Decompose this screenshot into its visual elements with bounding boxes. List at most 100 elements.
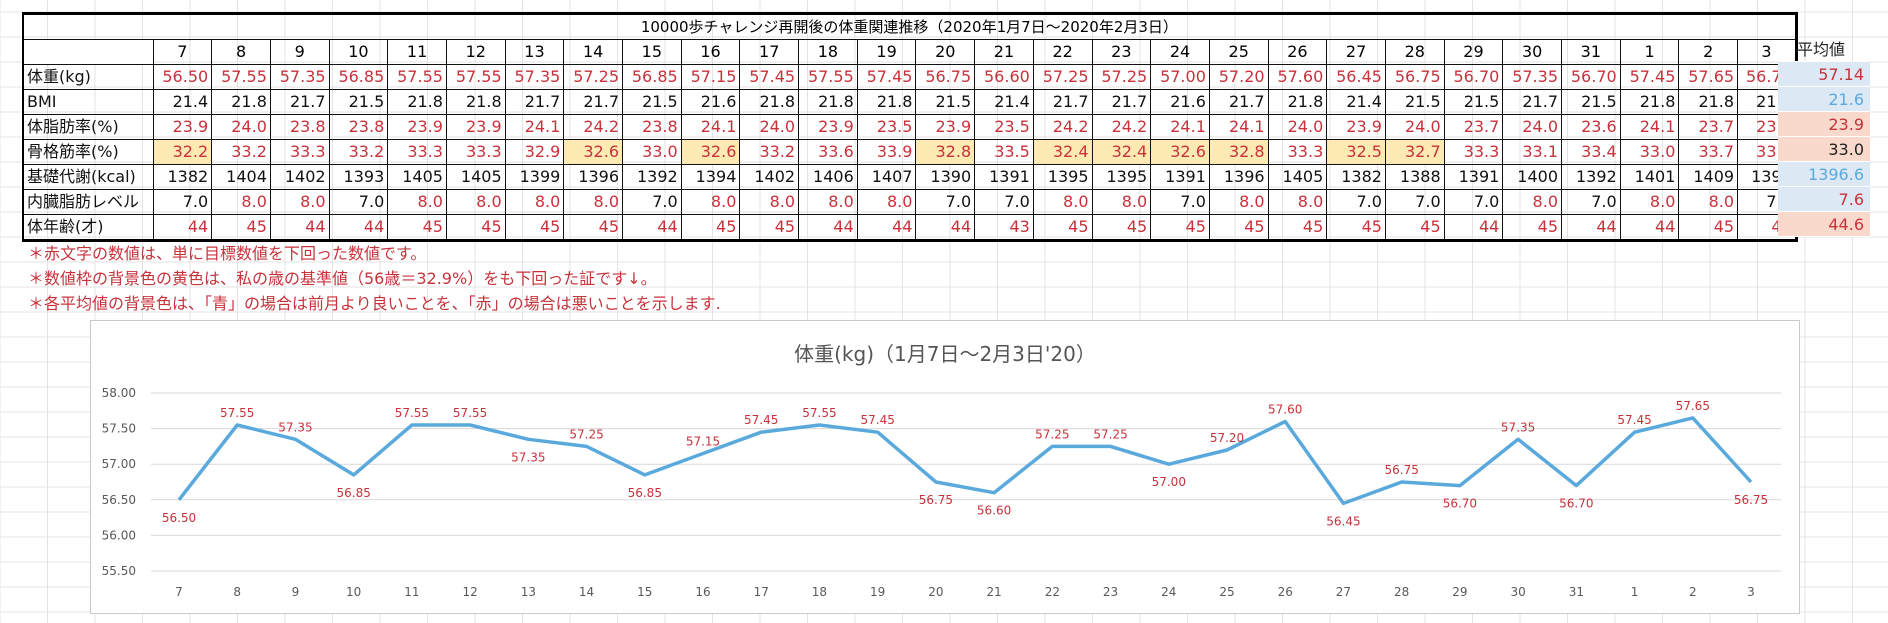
table-title[interactable]: 10000歩チャレンジ再開後の体重関連推移（2020年1月7日～2020年2月3… — [22, 13, 1797, 40]
value-cell[interactable]: 23.9 — [445, 114, 506, 140]
value-cell[interactable]: 45 — [1678, 214, 1739, 241]
day-header-cell[interactable]: 22 — [1032, 39, 1093, 65]
value-cell[interactable]: 32.2 — [152, 139, 213, 165]
value-cell[interactable]: 7.0 — [1150, 189, 1210, 215]
value-cell[interactable]: 23.9 — [798, 114, 858, 140]
value-cell[interactable]: 24.0 — [739, 114, 800, 140]
value-cell[interactable]: 7.0 — [915, 189, 976, 215]
value-cell[interactable]: 56.45 — [1326, 64, 1386, 90]
day-header-cell[interactable]: 31 — [1561, 39, 1621, 65]
value-cell[interactable]: 1399 — [504, 164, 565, 190]
day-header-cell[interactable]: 14 — [563, 39, 623, 65]
value-cell[interactable]: 57.35 — [269, 64, 330, 90]
value-cell[interactable]: 21.8 — [1619, 89, 1680, 115]
value-cell[interactable]: 44 — [328, 214, 389, 241]
value-cell[interactable]: 32.8 — [1208, 139, 1269, 165]
value-cell[interactable]: 32.5 — [1326, 139, 1386, 165]
average-header[interactable]: 平均値 — [1778, 37, 1870, 62]
value-cell[interactable]: 33.2 — [739, 139, 800, 165]
value-cell[interactable]: 21.5 — [1443, 89, 1504, 115]
value-cell[interactable]: 23.5 — [856, 114, 917, 140]
row-label-cell[interactable]: 基礎代謝(kcal) — [22, 164, 154, 190]
value-cell[interactable]: 56.85 — [328, 64, 389, 90]
value-cell[interactable]: 8.0 — [1502, 189, 1562, 215]
value-cell[interactable]: 21.8 — [1678, 89, 1739, 115]
value-cell[interactable]: 7.0 — [1443, 189, 1504, 215]
day-header-cell[interactable]: 11 — [387, 39, 447, 65]
value-cell[interactable]: 24.1 — [680, 114, 741, 140]
value-cell[interactable]: 57.55 — [211, 64, 271, 90]
value-cell[interactable]: 1392 — [622, 164, 682, 190]
value-cell[interactable]: 8.0 — [856, 189, 917, 215]
value-cell[interactable]: 45 — [1384, 214, 1445, 241]
day-header-cell[interactable]: 9 — [269, 39, 330, 65]
value-cell[interactable]: 45 — [1091, 214, 1152, 241]
value-cell[interactable]: 44 — [1619, 214, 1680, 241]
value-cell[interactable]: 57.45 — [856, 64, 917, 90]
value-cell[interactable]: 1396 — [563, 164, 623, 190]
day-header-cell[interactable]: 17 — [739, 39, 800, 65]
value-cell[interactable]: 21.7 — [1208, 89, 1269, 115]
value-cell[interactable]: 1395 — [1032, 164, 1093, 190]
value-cell[interactable]: 23.9 — [915, 114, 976, 140]
value-cell[interactable]: 33.0 — [1619, 139, 1680, 165]
value-cell[interactable]: 57.35 — [504, 64, 565, 90]
value-cell[interactable]: 43 — [974, 214, 1034, 241]
value-cell[interactable]: 45 — [739, 214, 800, 241]
row-label-cell[interactable]: 骨格筋率(%) — [22, 139, 154, 165]
value-cell[interactable]: 21.7 — [1502, 89, 1562, 115]
value-cell[interactable]: 21.6 — [1150, 89, 1210, 115]
value-cell[interactable]: 33.3 — [387, 139, 447, 165]
value-cell[interactable]: 23.9 — [1326, 114, 1386, 140]
value-cell[interactable]: 21.4 — [974, 89, 1034, 115]
day-header-cell[interactable]: 10 — [328, 39, 389, 65]
value-cell[interactable]: 33.5 — [974, 139, 1034, 165]
value-cell[interactable]: 44 — [798, 214, 858, 241]
value-cell[interactable]: 7.0 — [1384, 189, 1445, 215]
value-cell[interactable]: 24.0 — [1267, 114, 1328, 140]
value-cell[interactable]: 8.0 — [445, 189, 506, 215]
value-cell[interactable]: 1392 — [1561, 164, 1621, 190]
value-cell[interactable]: 33.2 — [328, 139, 389, 165]
value-cell[interactable]: 32.4 — [1032, 139, 1093, 165]
value-cell[interactable]: 21.7 — [1032, 89, 1093, 115]
value-cell[interactable]: 8.0 — [1267, 189, 1328, 215]
value-cell[interactable]: 56.50 — [152, 64, 213, 90]
value-cell[interactable]: 24.1 — [504, 114, 565, 140]
value-cell[interactable]: 33.3 — [1443, 139, 1504, 165]
day-header-cell[interactable]: 26 — [1267, 39, 1328, 65]
value-cell[interactable]: 24.0 — [1384, 114, 1445, 140]
value-cell[interactable]: 24.0 — [211, 114, 271, 140]
row-label-cell[interactable]: BMI — [22, 89, 154, 115]
value-cell[interactable]: 32.4 — [1091, 139, 1152, 165]
value-cell[interactable]: 57.20 — [1208, 64, 1269, 90]
value-cell[interactable]: 21.6 — [680, 89, 741, 115]
day-header-cell[interactable]: 19 — [856, 39, 917, 65]
value-cell[interactable]: 24.1 — [1619, 114, 1680, 140]
value-cell[interactable]: 1400 — [1502, 164, 1562, 190]
value-cell[interactable]: 21.8 — [211, 89, 271, 115]
value-cell[interactable]: 21.5 — [622, 89, 682, 115]
value-cell[interactable]: 33.0 — [622, 139, 682, 165]
row-label-cell[interactable]: 体重(kg) — [22, 64, 154, 90]
value-cell[interactable]: 57.45 — [739, 64, 800, 90]
value-cell[interactable]: 1409 — [1678, 164, 1739, 190]
header-corner-cell[interactable] — [22, 39, 154, 65]
value-cell[interactable]: 57.25 — [563, 64, 623, 90]
value-cell[interactable]: 8.0 — [798, 189, 858, 215]
day-header-cell[interactable]: 20 — [915, 39, 976, 65]
value-cell[interactable]: 8.0 — [1032, 189, 1093, 215]
value-cell[interactable]: 24.2 — [563, 114, 623, 140]
value-cell[interactable]: 56.70 — [1443, 64, 1504, 90]
value-cell[interactable]: 57.60 — [1267, 64, 1328, 90]
average-value-cell[interactable]: 44.6 — [1778, 212, 1870, 237]
value-cell[interactable]: 1405 — [387, 164, 447, 190]
value-cell[interactable]: 23.5 — [974, 114, 1034, 140]
value-cell[interactable]: 44 — [1443, 214, 1504, 241]
value-cell[interactable]: 1402 — [269, 164, 330, 190]
value-cell[interactable]: 21.4 — [1326, 89, 1386, 115]
value-cell[interactable]: 1405 — [445, 164, 506, 190]
value-cell[interactable]: 21.5 — [1561, 89, 1621, 115]
day-header-cell[interactable]: 28 — [1384, 39, 1445, 65]
row-label-cell[interactable]: 内臓脂肪レベル — [22, 189, 154, 215]
